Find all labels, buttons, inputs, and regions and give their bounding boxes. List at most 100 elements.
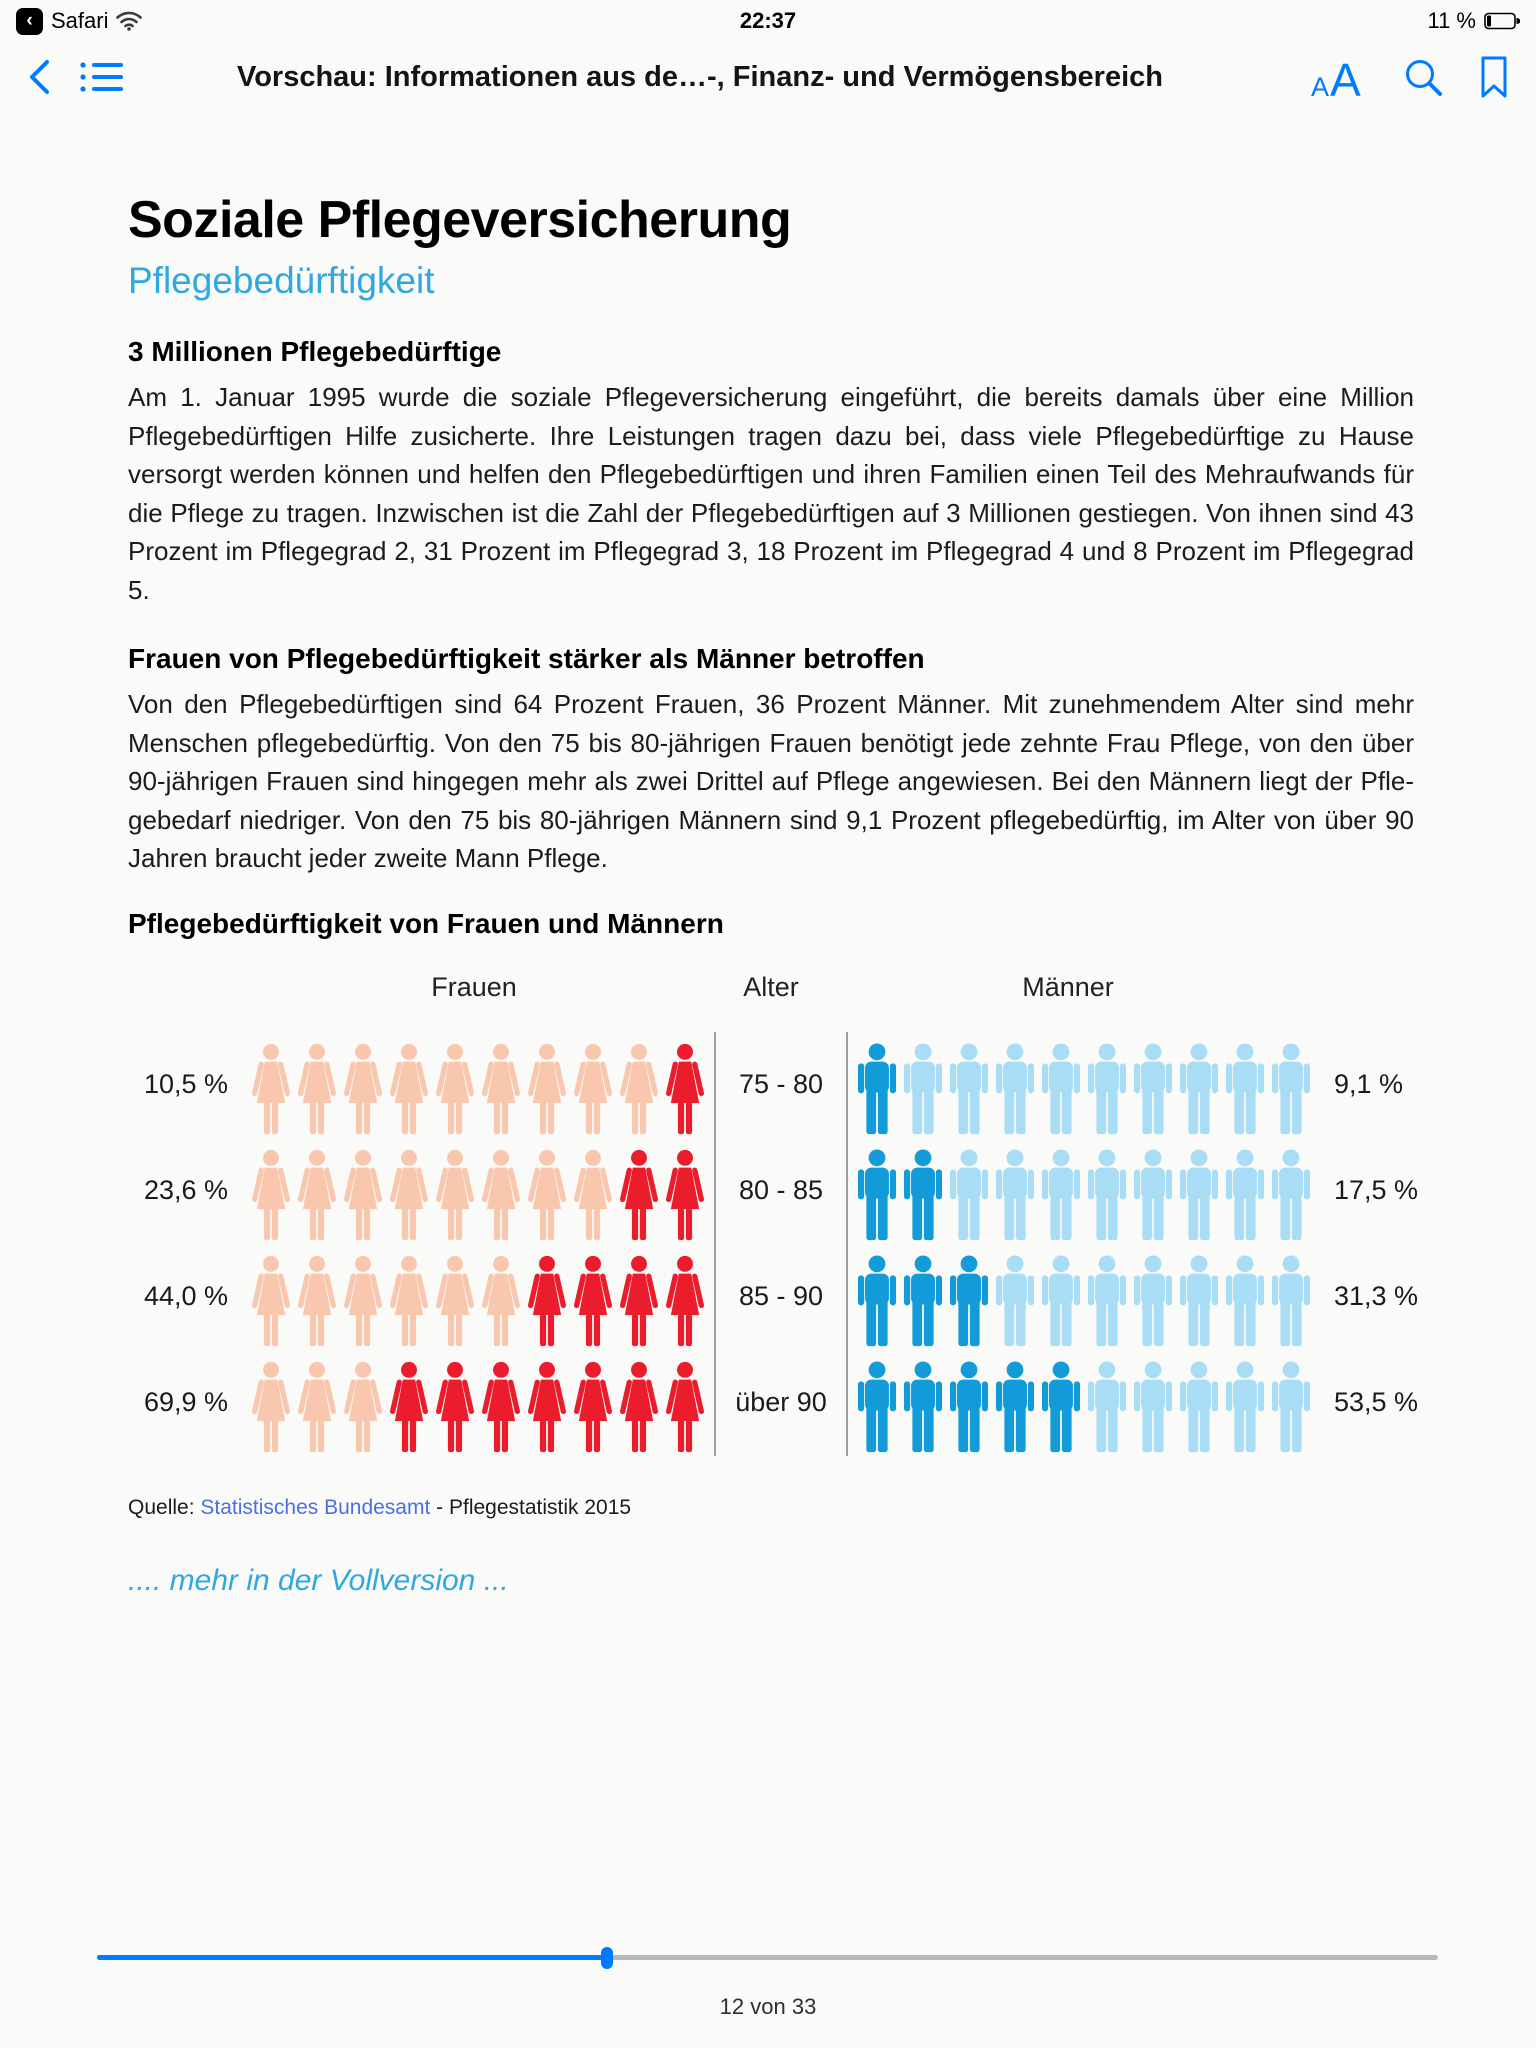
age-group-label: 75 - 80 bbox=[714, 1031, 848, 1138]
man-icon bbox=[1222, 1040, 1268, 1138]
chart-title: Pflegebedürftigkeit von Frauen und Männe… bbox=[128, 907, 724, 939]
battery-icon bbox=[1484, 12, 1520, 30]
chart-column-headers: Frauen Alter Männer bbox=[128, 966, 1414, 1010]
column-header-frauen: Frauen bbox=[431, 972, 517, 1002]
man-icon-highlighted bbox=[900, 1252, 946, 1350]
section-body-2: Von den Pflegebedürftigen sind 64 Prozen… bbox=[128, 689, 1414, 873]
man-icon bbox=[992, 1252, 1038, 1350]
woman-icon bbox=[294, 1146, 340, 1244]
bookmark-icon[interactable] bbox=[1478, 55, 1510, 99]
woman-icon bbox=[294, 1252, 340, 1350]
reader-footer: 12 von 33 bbox=[0, 1898, 1536, 2048]
man-icon-highlighted bbox=[946, 1358, 992, 1456]
svg-text:A: A bbox=[1330, 54, 1361, 101]
woman-icon bbox=[294, 1040, 340, 1138]
age-group-label: 85 - 90 bbox=[714, 1243, 848, 1350]
women-pictogram-group bbox=[242, 1244, 714, 1350]
woman-icon-highlighted bbox=[662, 1252, 708, 1350]
man-icon bbox=[1268, 1146, 1314, 1244]
man-icon bbox=[1268, 1040, 1314, 1138]
app-back-icon[interactable]: ‹ bbox=[16, 7, 43, 35]
man-icon bbox=[1038, 1252, 1084, 1350]
man-icon bbox=[900, 1040, 946, 1138]
woman-icon bbox=[294, 1358, 340, 1456]
page-content: Soziale Pflegeversicherung Pflegebedürft… bbox=[128, 112, 1418, 1598]
woman-icon-highlighted bbox=[616, 1252, 662, 1350]
woman-icon-highlighted bbox=[478, 1358, 524, 1456]
woman-icon bbox=[340, 1252, 386, 1350]
man-icon-highlighted bbox=[854, 1146, 900, 1244]
woman-icon bbox=[478, 1252, 524, 1350]
woman-icon bbox=[248, 1252, 294, 1350]
woman-icon-highlighted bbox=[570, 1252, 616, 1350]
woman-icon-highlighted bbox=[662, 1358, 708, 1456]
men-percent-label: 9,1 % bbox=[1334, 1069, 1404, 1099]
man-icon bbox=[1130, 1146, 1176, 1244]
man-icon bbox=[1130, 1358, 1176, 1456]
man-icon bbox=[1176, 1146, 1222, 1244]
woman-icon bbox=[432, 1040, 478, 1138]
woman-icon bbox=[386, 1146, 432, 1244]
men-pictogram-group bbox=[848, 1350, 1320, 1456]
status-bar: ‹ Safari 22:37 11 % bbox=[0, 0, 1536, 42]
man-icon bbox=[1130, 1252, 1176, 1350]
men-pictogram-group bbox=[848, 1032, 1320, 1138]
man-icon bbox=[1222, 1146, 1268, 1244]
man-icon bbox=[1222, 1358, 1268, 1456]
status-time: 22:37 bbox=[739, 8, 797, 33]
back-to-app-label[interactable]: Safari bbox=[51, 8, 109, 33]
woman-icon bbox=[524, 1040, 570, 1138]
age-group-label: 80 - 85 bbox=[714, 1137, 848, 1244]
scrubber-track[interactable] bbox=[97, 1955, 1438, 1960]
column-header-maenner: Männer bbox=[1022, 972, 1114, 1002]
man-icon bbox=[1130, 1040, 1176, 1138]
column-header-alter: Alter bbox=[743, 972, 799, 1002]
man-icon-highlighted bbox=[946, 1252, 992, 1350]
full-version-link[interactable]: .... mehr in der Vollversion ... bbox=[128, 1563, 509, 1597]
pictogram-chart: Frauen Alter Männer 10,5 % 75 - 80 9,1 % 23… bbox=[128, 966, 1418, 1456]
font-size-icon[interactable]: A A bbox=[1310, 53, 1368, 101]
page-scrubber[interactable] bbox=[97, 1946, 1438, 1969]
woman-icon-highlighted bbox=[616, 1358, 662, 1456]
chart-row: 10,5 % 75 - 80 9,1 % bbox=[128, 1031, 1414, 1138]
man-icon bbox=[992, 1146, 1038, 1244]
search-icon[interactable] bbox=[1402, 56, 1444, 98]
nav-bar: Vorschau: Informationen aus de…-, Finanz… bbox=[0, 42, 1536, 112]
article-title: Soziale Pflegeversicherung bbox=[128, 191, 792, 249]
man-icon-highlighted bbox=[1038, 1358, 1084, 1456]
source-link[interactable]: Statistisches Bundesamt bbox=[200, 1495, 431, 1519]
section-heading-2: Frauen von Pflegebedürftigkeit stärker a… bbox=[128, 643, 925, 674]
woman-icon bbox=[478, 1040, 524, 1138]
woman-icon bbox=[524, 1146, 570, 1244]
man-icon-highlighted bbox=[900, 1358, 946, 1456]
man-icon bbox=[1084, 1040, 1130, 1138]
chart-row: 44,0 % 85 - 90 31,3 % bbox=[128, 1243, 1418, 1350]
back-chevron-icon[interactable] bbox=[26, 55, 52, 99]
women-percent-label: 10,5 % bbox=[143, 1069, 228, 1099]
men-percent-label: 53,5 % bbox=[1334, 1387, 1419, 1417]
man-icon bbox=[1176, 1040, 1222, 1138]
scrubber-thumb[interactable] bbox=[600, 1947, 613, 1969]
man-icon bbox=[1268, 1358, 1314, 1456]
man-icon bbox=[1084, 1358, 1130, 1456]
man-icon-highlighted bbox=[854, 1252, 900, 1350]
man-icon bbox=[1176, 1252, 1222, 1350]
man-icon bbox=[1268, 1252, 1314, 1350]
women-pictogram-group bbox=[242, 1138, 714, 1244]
women-percent-label: 69,9 % bbox=[143, 1387, 228, 1417]
man-icon bbox=[992, 1040, 1038, 1138]
man-icon-highlighted bbox=[900, 1146, 946, 1244]
scrubber-fill bbox=[97, 1955, 607, 1960]
woman-icon bbox=[248, 1358, 294, 1456]
men-pictogram-group bbox=[848, 1138, 1320, 1244]
man-icon bbox=[1176, 1358, 1222, 1456]
men-percent-label: 17,5 % bbox=[1334, 1175, 1419, 1205]
man-icon bbox=[1084, 1252, 1130, 1350]
toc-list-icon[interactable] bbox=[78, 57, 124, 97]
women-pictogram-group bbox=[242, 1350, 714, 1456]
book-title: Vorschau: Informationen aus de…-, Finanz… bbox=[237, 60, 1163, 93]
woman-icon bbox=[248, 1146, 294, 1244]
woman-icon-highlighted bbox=[432, 1358, 478, 1456]
man-icon bbox=[1038, 1040, 1084, 1138]
